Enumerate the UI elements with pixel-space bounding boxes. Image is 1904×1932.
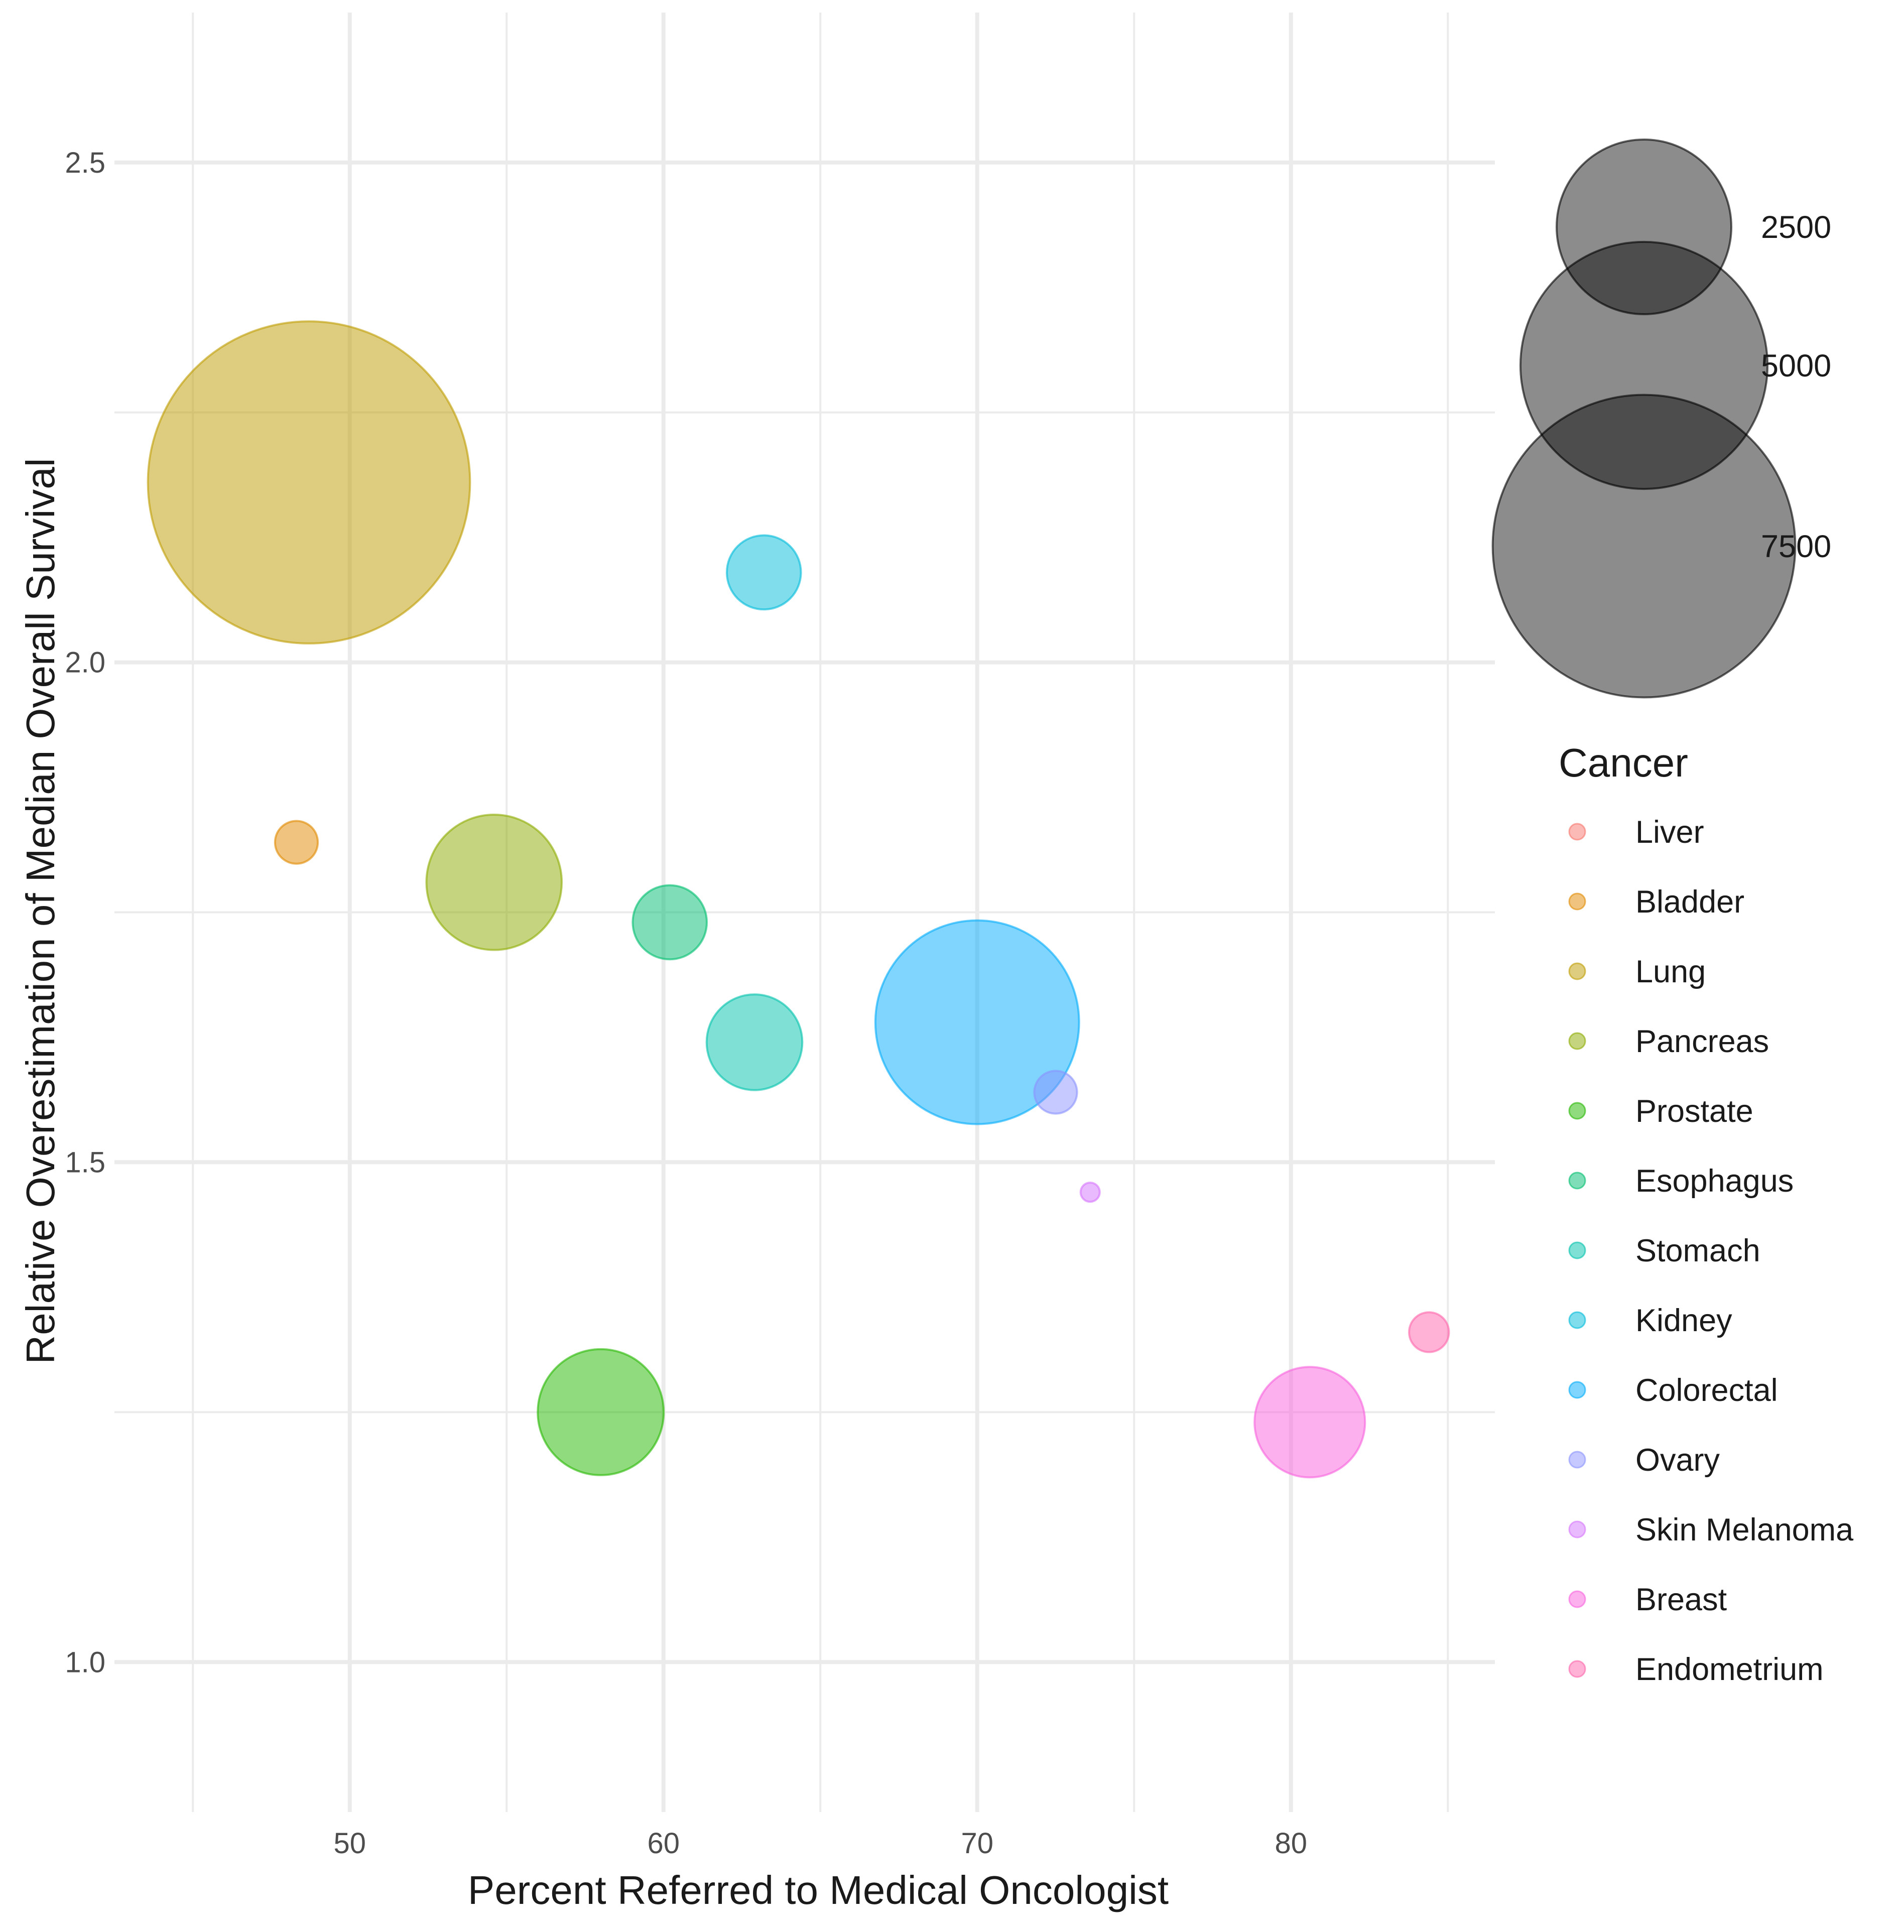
data-point-pancreas bbox=[425, 813, 563, 951]
x-tick-label: 50 bbox=[333, 1827, 366, 1860]
color-legend-title: Cancer bbox=[1559, 740, 1688, 785]
legend-label-colorectal: Colorectal bbox=[1635, 1373, 1778, 1408]
legend-key-bladder bbox=[1568, 892, 1586, 911]
data-point-ovary bbox=[1033, 1070, 1078, 1115]
size-legend-label: 2500 bbox=[1761, 210, 1831, 245]
data-point-layer bbox=[147, 320, 1450, 1479]
legend-key-breast bbox=[1568, 1590, 1586, 1608]
legend-label-skin-melanoma: Skin Melanoma bbox=[1635, 1512, 1854, 1548]
size-legend-key bbox=[1491, 394, 1797, 699]
legend-key-stomach bbox=[1568, 1241, 1586, 1259]
grid-layer bbox=[114, 13, 1495, 1812]
legend-label-ovary: Ovary bbox=[1635, 1443, 1720, 1478]
data-point-breast bbox=[1253, 1366, 1366, 1479]
color-legend: Cancer Liver Bladder Lung Pancreas Prostate E… bbox=[1559, 740, 1854, 1687]
size-legend-label: 5000 bbox=[1761, 348, 1831, 383]
y-tick-label: 2.0 bbox=[65, 647, 105, 679]
y-tick-label: 1.0 bbox=[65, 1646, 105, 1679]
data-point-stomach bbox=[705, 993, 804, 1091]
legend-label-esophagus: Esophagus bbox=[1635, 1164, 1794, 1199]
data-point-endometrium bbox=[1408, 1311, 1450, 1353]
legend-key-colorectal bbox=[1568, 1381, 1586, 1399]
data-point-prostate bbox=[537, 1348, 665, 1476]
legend-key-pancreas bbox=[1568, 1032, 1586, 1050]
legend-key-kidney bbox=[1568, 1311, 1586, 1329]
x-tick-label: 70 bbox=[961, 1827, 993, 1860]
legend-label-lung: Lung bbox=[1635, 954, 1706, 989]
legend-key-prostate bbox=[1568, 1102, 1586, 1120]
size-legend-key bbox=[1556, 139, 1732, 315]
legend-label-endometrium: Endometrium bbox=[1635, 1652, 1824, 1687]
legend-key-liver bbox=[1568, 823, 1586, 841]
y-tick-label: 1.5 bbox=[65, 1146, 105, 1179]
legend-label-liver: Liver bbox=[1635, 815, 1704, 850]
legend-key-esophagus bbox=[1568, 1172, 1586, 1190]
tick-label-layer: 50 60 70 80 1.0 1.5 2.0 2.5 bbox=[65, 147, 1307, 1860]
legend-label-pancreas: Pancreas bbox=[1635, 1024, 1769, 1059]
legend-key-endometrium bbox=[1568, 1660, 1586, 1678]
x-tick-label: 80 bbox=[1275, 1827, 1307, 1860]
data-point-colorectal bbox=[874, 919, 1080, 1125]
y-axis-title: Relative Overestimation of Median Overal… bbox=[18, 458, 63, 1364]
size-legend-key bbox=[1519, 240, 1769, 490]
data-point-lung bbox=[147, 320, 471, 645]
legend-label-kidney: Kidney bbox=[1635, 1303, 1732, 1338]
x-axis-title: Percent Referred to Medical Oncologist bbox=[468, 1868, 1169, 1912]
data-point-esophagus bbox=[631, 884, 708, 961]
y-tick-label: 2.5 bbox=[65, 147, 105, 179]
size-legend-label: 7500 bbox=[1761, 529, 1831, 564]
legend-label-prostate: Prostate bbox=[1635, 1094, 1753, 1129]
legend-key-lung bbox=[1568, 962, 1586, 980]
legend-label-bladder: Bladder bbox=[1635, 884, 1744, 920]
legend-label-stomach: Stomach bbox=[1635, 1233, 1760, 1268]
data-point-kidney bbox=[725, 534, 802, 611]
legend-key-ovary bbox=[1568, 1451, 1586, 1469]
size-legend: 2500 5000 7500 bbox=[1491, 139, 1831, 699]
data-point-bladder bbox=[274, 820, 319, 865]
legend-label-breast: Breast bbox=[1635, 1582, 1727, 1617]
data-point-skin-melanoma bbox=[1079, 1182, 1101, 1203]
legend-key-skin-melanoma bbox=[1568, 1520, 1586, 1538]
x-tick-label: 60 bbox=[647, 1827, 680, 1860]
